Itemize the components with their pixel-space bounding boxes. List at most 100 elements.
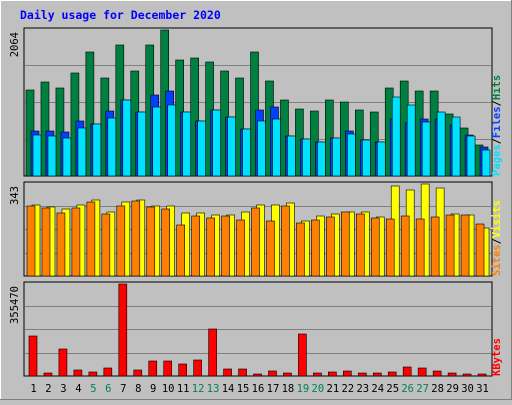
series-sites xyxy=(26,200,485,277)
bar-sites xyxy=(71,207,81,277)
bar-sites xyxy=(131,200,141,277)
bar-sites xyxy=(236,219,245,277)
bar-pages xyxy=(466,135,476,177)
x-tick-label: 15 xyxy=(237,383,250,395)
bar-kbytes xyxy=(417,367,427,377)
bar-kbytes xyxy=(73,369,83,377)
bar-pages xyxy=(481,149,491,177)
bar-kbytes xyxy=(402,366,412,377)
bar-pages xyxy=(376,141,386,177)
x-tick-label: 23 xyxy=(356,383,369,395)
axis-series-label-part: Hits xyxy=(491,75,503,100)
bar-kbytes xyxy=(268,370,277,377)
bar-sites xyxy=(326,216,335,277)
bar-pages xyxy=(332,137,341,177)
bar-kbytes xyxy=(223,368,232,377)
bar-pages xyxy=(436,111,446,177)
bar-pages xyxy=(361,139,371,177)
bar-kbytes xyxy=(193,359,202,377)
x-tick-label: 7 xyxy=(120,383,126,395)
axis-series-label-part: / xyxy=(491,138,503,144)
axis-series-label-part: KBytes xyxy=(491,338,503,376)
bar-sites xyxy=(206,217,215,277)
x-tick-label: 21 xyxy=(327,383,340,395)
axis-series-label: KBytes xyxy=(491,338,503,376)
bar-sites xyxy=(281,205,290,277)
bar-kbytes xyxy=(28,335,38,377)
bar-pages xyxy=(242,128,251,177)
bar-pages xyxy=(197,120,206,177)
series-kbytes xyxy=(28,283,487,377)
bar-sites xyxy=(370,217,380,277)
bar-sites xyxy=(445,214,455,277)
bar-kbytes xyxy=(328,371,337,377)
bar-pages xyxy=(212,109,221,177)
bar-kbytes xyxy=(283,372,292,377)
bar-sites xyxy=(116,205,126,277)
bar-pages xyxy=(137,111,147,177)
bar-sites xyxy=(56,212,66,277)
axis-series-label: Sites/Visits xyxy=(491,200,503,276)
bar-kbytes xyxy=(43,372,53,377)
bar-kbytes xyxy=(178,363,187,377)
x-tick-label: 27 xyxy=(416,383,429,395)
bar-sites xyxy=(430,216,440,277)
x-tick-label: 4 xyxy=(75,383,81,395)
axis-series-label-part: / xyxy=(491,100,503,106)
bar-pages xyxy=(391,96,401,177)
bar-kbytes xyxy=(58,348,68,377)
x-tick-label: 2 xyxy=(45,383,51,395)
bar-kbytes xyxy=(88,371,98,377)
x-tick-label: 9 xyxy=(150,383,156,395)
bar-kbytes xyxy=(133,369,143,377)
bar-pages xyxy=(182,111,191,177)
bar-sites xyxy=(415,218,425,277)
axis-series-label-part: Sites xyxy=(491,244,503,276)
bar-kbytes xyxy=(208,328,217,377)
bar-pages xyxy=(302,138,311,177)
bar-pages xyxy=(122,99,132,177)
x-tick-label: 1 xyxy=(30,383,36,395)
bar-hits xyxy=(40,81,50,177)
bar-sites xyxy=(146,206,156,277)
bar-sites xyxy=(385,218,395,277)
bar-sites xyxy=(266,220,275,277)
x-tick-label: 26 xyxy=(401,383,414,395)
axis-series-label-part: / xyxy=(491,238,503,244)
x-tick-label: 17 xyxy=(267,383,280,395)
bar-pages xyxy=(272,118,281,177)
bar-pages xyxy=(421,121,431,177)
bar-kbytes xyxy=(298,333,307,377)
x-tick-label: 29 xyxy=(446,383,459,395)
bar-kbytes xyxy=(357,372,367,377)
panels: 2064Pages/Files/Hits343Sites/Visits35547… xyxy=(9,27,503,377)
bar-kbytes xyxy=(163,360,173,377)
axis-series-label-part: Files xyxy=(491,106,503,138)
x-tick-label: 22 xyxy=(341,383,354,395)
visits-panel: 343 Sites/Visits xyxy=(9,181,503,277)
bar-pages xyxy=(32,134,42,177)
bar-pages xyxy=(257,120,266,177)
bar-kbytes xyxy=(343,370,352,377)
bar-hits xyxy=(85,51,95,177)
axis-max-label: 343 xyxy=(9,186,21,205)
series-pages xyxy=(32,96,491,177)
chart-title: Daily usage for December 2020 xyxy=(20,8,221,22)
x-tick-label: 3 xyxy=(60,383,66,395)
bar-pages xyxy=(77,127,87,177)
x-tick-label: 18 xyxy=(282,383,295,395)
bar-sites xyxy=(26,205,36,277)
axis-series-label: Pages/Files/Hits xyxy=(491,75,503,176)
bar-sites xyxy=(311,219,320,277)
bar-sites xyxy=(86,201,96,277)
x-tick-label: 28 xyxy=(431,383,444,395)
x-tick-label: 11 xyxy=(177,383,190,395)
bar-pages xyxy=(152,106,162,177)
x-tick-label: 19 xyxy=(297,383,310,395)
x-tick-label: 5 xyxy=(90,383,96,395)
bar-sites xyxy=(341,211,350,277)
bar-sites xyxy=(400,215,410,277)
bar-pages xyxy=(347,133,356,177)
bar-kbytes xyxy=(387,371,397,377)
